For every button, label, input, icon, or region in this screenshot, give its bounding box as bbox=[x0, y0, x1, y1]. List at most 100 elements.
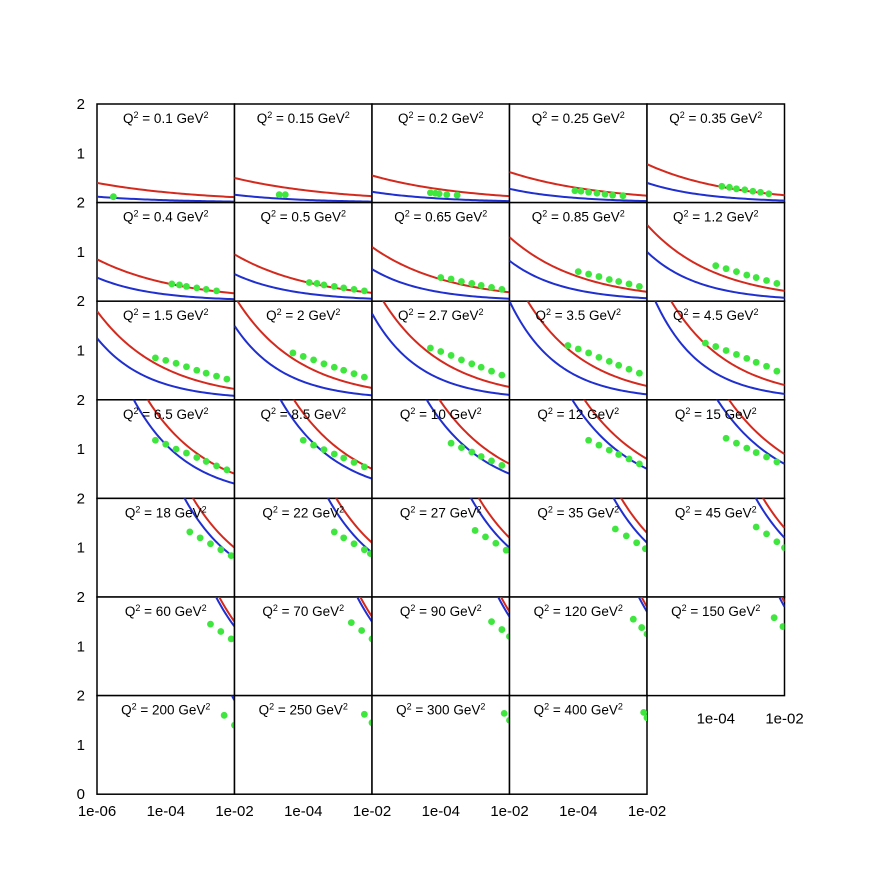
panel-3: Q2 = 0.25 GeV2 bbox=[508, 103, 648, 204]
data-point bbox=[619, 192, 627, 200]
data-point bbox=[289, 349, 297, 357]
panel-label: Q2 = 45 GeV2 bbox=[675, 504, 757, 520]
data-point bbox=[752, 523, 760, 531]
data-point bbox=[347, 619, 355, 627]
data-point bbox=[749, 187, 757, 195]
curve-model-b bbox=[234, 273, 372, 300]
curve-model-a bbox=[236, 301, 372, 389]
panel-label: Q2 = 3.5 GeV2 bbox=[536, 307, 621, 323]
data-point bbox=[752, 449, 760, 456]
data-point bbox=[275, 191, 283, 199]
curve-model-a bbox=[372, 174, 510, 198]
panel-label: Q2 = 70 GeV2 bbox=[262, 603, 344, 619]
data-point bbox=[609, 191, 617, 199]
x-tick-label: 1e-04 bbox=[147, 803, 185, 820]
data-point bbox=[202, 369, 210, 377]
y-tick-label: 2 bbox=[77, 490, 85, 507]
data-point bbox=[330, 528, 338, 536]
data-point bbox=[593, 189, 601, 197]
data-point bbox=[330, 450, 338, 458]
panel-frame bbox=[96, 497, 236, 598]
curve-model-b bbox=[571, 399, 647, 470]
curve-model-a bbox=[727, 399, 785, 455]
curve-model-b bbox=[509, 259, 647, 300]
x-tick-label: 1e-04 bbox=[422, 803, 460, 820]
data-point bbox=[305, 279, 313, 286]
y-tick-label: 0 bbox=[77, 786, 85, 803]
data-point bbox=[595, 273, 603, 280]
panel-label: Q2 = 27 GeV2 bbox=[400, 504, 482, 520]
data-point bbox=[299, 436, 307, 444]
curve-model-b bbox=[425, 399, 510, 475]
curve-model-b bbox=[509, 301, 647, 396]
data-point bbox=[498, 285, 506, 293]
curve-model-a bbox=[382, 301, 510, 388]
panel-label: Q2 = 4.5 GeV2 bbox=[673, 307, 758, 323]
data-point bbox=[435, 190, 443, 198]
data-point bbox=[773, 458, 781, 466]
x-tick-label: 1e-04 bbox=[697, 711, 735, 728]
data-point bbox=[763, 530, 770, 538]
data-point bbox=[506, 716, 510, 724]
data-point bbox=[763, 277, 770, 284]
curve-model-a bbox=[335, 498, 372, 544]
panel-frame bbox=[233, 201, 373, 302]
data-point bbox=[320, 446, 328, 453]
data-point bbox=[752, 358, 760, 366]
panel-label: Q2 = 120 GeV2 bbox=[534, 603, 623, 619]
data-point bbox=[193, 454, 201, 461]
data-point bbox=[310, 441, 317, 449]
data-point bbox=[712, 343, 720, 350]
curve-model-b bbox=[716, 399, 785, 465]
curve-model-a bbox=[292, 399, 372, 470]
data-point bbox=[615, 278, 623, 285]
data-point bbox=[779, 623, 785, 630]
panel-frame bbox=[508, 103, 648, 204]
data-point bbox=[625, 280, 633, 288]
data-point bbox=[733, 268, 740, 276]
panel-frame bbox=[233, 694, 373, 795]
data-point bbox=[477, 453, 485, 460]
panel-label: Q2 = 0.25 GeV2 bbox=[532, 110, 625, 126]
curve-model-a bbox=[509, 236, 647, 293]
data-point bbox=[458, 278, 465, 285]
data-point bbox=[635, 460, 643, 468]
panel-frame bbox=[371, 201, 511, 302]
panel-frame bbox=[508, 596, 648, 697]
data-point bbox=[726, 183, 733, 191]
x-tick-label: 1e-02 bbox=[215, 803, 253, 820]
y-tick-label: 2 bbox=[77, 589, 85, 606]
data-point bbox=[340, 534, 348, 542]
panel-label: Q2 = 0.1 GeV2 bbox=[123, 110, 208, 126]
panel-27: Q2 = 90 GeV2 bbox=[371, 596, 511, 697]
panel-label: Q2 = 0.65 GeV2 bbox=[394, 209, 487, 225]
data-point bbox=[601, 190, 609, 198]
panel-label: Q2 = 2 GeV2 bbox=[266, 307, 340, 323]
panel-label: Q2 = 250 GeV2 bbox=[259, 702, 348, 718]
data-point bbox=[217, 628, 225, 635]
panel-label: Q2 = 0.4 GeV2 bbox=[123, 209, 208, 225]
y-tick-label: 1 bbox=[77, 638, 85, 655]
data-point bbox=[281, 191, 289, 199]
panel-12: Q2 = 2.7 GeV2 bbox=[371, 300, 511, 401]
data-point bbox=[585, 188, 592, 196]
data-point bbox=[447, 352, 455, 359]
data-point bbox=[360, 463, 368, 471]
curve-model-a bbox=[191, 498, 235, 549]
data-point bbox=[360, 287, 368, 295]
data-point bbox=[162, 440, 170, 448]
curve-model-a bbox=[647, 224, 785, 292]
x-tick-label: 1e-02 bbox=[490, 803, 528, 820]
curve-model-b bbox=[97, 195, 235, 203]
data-point bbox=[488, 284, 495, 291]
panel-1: Q2 = 0.15 GeV2 bbox=[233, 103, 373, 204]
data-point bbox=[152, 354, 159, 362]
data-point bbox=[500, 709, 508, 717]
curve-model-a bbox=[97, 181, 235, 199]
data-point bbox=[213, 462, 220, 470]
data-point bbox=[585, 349, 592, 357]
panel-label: Q2 = 0.2 GeV2 bbox=[398, 110, 483, 126]
data-point bbox=[207, 620, 214, 628]
data-point bbox=[712, 262, 720, 270]
curve-model-a bbox=[234, 176, 372, 198]
